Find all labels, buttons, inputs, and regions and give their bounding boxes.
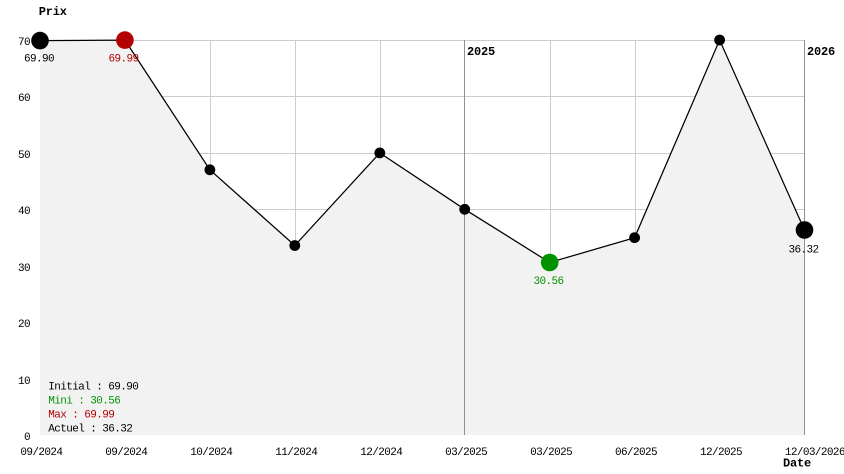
svg-text:10: 10 bbox=[18, 376, 30, 388]
svg-text:03/2025: 03/2025 bbox=[530, 447, 572, 459]
svg-text:12/2024: 12/2024 bbox=[360, 447, 403, 459]
svg-text:Mini : 30.56: Mini : 30.56 bbox=[48, 396, 120, 408]
svg-text:12/03/2026: 12/03/2026 bbox=[785, 447, 844, 459]
svg-text:36.32: 36.32 bbox=[788, 245, 818, 257]
svg-text:11/2024: 11/2024 bbox=[275, 447, 318, 459]
svg-text:40: 40 bbox=[18, 206, 30, 218]
svg-text:30: 30 bbox=[18, 263, 30, 275]
svg-text:Initial : 69.90: Initial : 69.90 bbox=[48, 382, 138, 394]
svg-text:2026: 2026 bbox=[807, 45, 835, 59]
svg-text:Prix: Prix bbox=[39, 5, 67, 19]
svg-text:03/2025: 03/2025 bbox=[445, 447, 487, 459]
svg-text:09/2024: 09/2024 bbox=[20, 447, 63, 459]
svg-text:Date: Date bbox=[783, 457, 811, 471]
svg-text:30.56: 30.56 bbox=[533, 276, 563, 288]
svg-text:Actuel : 36.32: Actuel : 36.32 bbox=[48, 424, 132, 436]
svg-text:69.99: 69.99 bbox=[108, 54, 138, 66]
svg-text:06/2025: 06/2025 bbox=[615, 447, 657, 459]
svg-text:0: 0 bbox=[24, 432, 30, 444]
svg-text:12/2025: 12/2025 bbox=[700, 447, 742, 459]
svg-text:69.90: 69.90 bbox=[24, 54, 54, 66]
svg-text:70: 70 bbox=[18, 37, 30, 49]
svg-text:Max : 69.99: Max : 69.99 bbox=[48, 410, 114, 422]
svg-text:20: 20 bbox=[18, 319, 30, 331]
svg-text:2025: 2025 bbox=[467, 45, 495, 59]
svg-text:09/2024: 09/2024 bbox=[105, 447, 148, 459]
svg-text:10/2024: 10/2024 bbox=[190, 447, 233, 459]
svg-text:60: 60 bbox=[18, 93, 30, 105]
svg-text:50: 50 bbox=[18, 150, 30, 162]
